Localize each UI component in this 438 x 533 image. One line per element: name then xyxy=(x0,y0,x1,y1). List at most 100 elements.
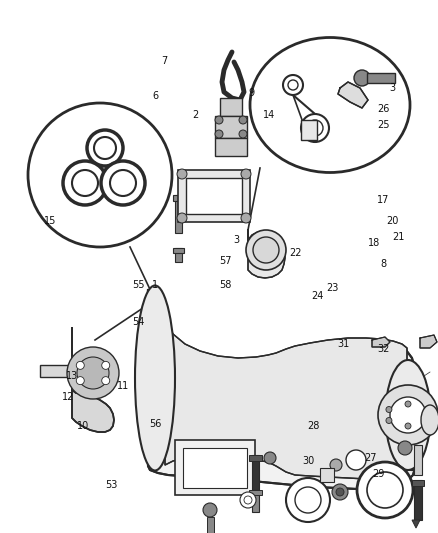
Text: 13: 13 xyxy=(66,371,78,381)
Text: 18: 18 xyxy=(368,238,381,247)
Circle shape xyxy=(390,397,426,433)
Circle shape xyxy=(336,488,344,496)
Bar xyxy=(249,490,262,495)
Polygon shape xyxy=(148,290,415,489)
Text: 24: 24 xyxy=(311,291,324,301)
Text: 28: 28 xyxy=(307,422,319,431)
Bar xyxy=(175,195,182,233)
Bar xyxy=(215,116,247,138)
Bar xyxy=(220,98,242,116)
Circle shape xyxy=(354,70,370,86)
Text: 7: 7 xyxy=(161,56,167,66)
Text: 1: 1 xyxy=(152,280,159,290)
Circle shape xyxy=(283,75,303,95)
Bar xyxy=(173,195,184,201)
Circle shape xyxy=(215,130,223,138)
Circle shape xyxy=(102,377,110,385)
Polygon shape xyxy=(248,230,285,278)
Circle shape xyxy=(28,103,172,247)
Circle shape xyxy=(63,161,107,205)
Circle shape xyxy=(67,347,119,399)
Circle shape xyxy=(424,407,430,413)
Text: 22: 22 xyxy=(290,248,302,258)
Circle shape xyxy=(241,213,251,223)
Bar xyxy=(173,248,184,253)
Text: 54: 54 xyxy=(132,318,144,327)
Circle shape xyxy=(405,401,411,407)
Circle shape xyxy=(398,441,412,455)
Circle shape xyxy=(241,169,251,179)
Bar xyxy=(414,480,422,520)
Circle shape xyxy=(346,450,366,470)
Text: 57: 57 xyxy=(219,256,232,266)
Text: 3: 3 xyxy=(389,83,395,93)
Text: 55: 55 xyxy=(132,280,144,290)
Bar xyxy=(175,248,182,262)
Circle shape xyxy=(405,423,411,429)
Text: 27: 27 xyxy=(364,454,376,463)
Bar xyxy=(183,448,247,488)
Text: 23: 23 xyxy=(327,283,339,293)
Circle shape xyxy=(239,130,247,138)
Text: 21: 21 xyxy=(392,232,405,242)
Text: 32: 32 xyxy=(377,344,389,354)
Circle shape xyxy=(246,230,286,270)
Ellipse shape xyxy=(421,405,438,435)
Polygon shape xyxy=(338,82,368,108)
Text: 17: 17 xyxy=(377,195,389,205)
Polygon shape xyxy=(420,335,437,348)
Text: 9: 9 xyxy=(249,88,255,98)
Polygon shape xyxy=(165,305,407,479)
Bar xyxy=(301,120,317,140)
Circle shape xyxy=(264,452,276,464)
Text: 2: 2 xyxy=(192,110,198,119)
Bar xyxy=(215,138,247,156)
Circle shape xyxy=(378,385,438,445)
Circle shape xyxy=(76,377,84,385)
Text: 15: 15 xyxy=(44,216,57,226)
Circle shape xyxy=(77,357,109,389)
Bar xyxy=(40,365,95,377)
Circle shape xyxy=(76,361,84,369)
Text: 14: 14 xyxy=(263,110,276,119)
Bar xyxy=(249,455,262,461)
Circle shape xyxy=(301,114,329,142)
Circle shape xyxy=(240,492,256,508)
Bar xyxy=(367,73,395,83)
Circle shape xyxy=(367,472,403,508)
Circle shape xyxy=(295,487,321,513)
Bar xyxy=(186,178,242,214)
Circle shape xyxy=(87,130,123,166)
Circle shape xyxy=(102,361,110,369)
Text: 29: 29 xyxy=(373,470,385,479)
Ellipse shape xyxy=(385,360,431,470)
Ellipse shape xyxy=(250,37,410,173)
Text: 20: 20 xyxy=(386,216,398,226)
Bar xyxy=(414,445,422,475)
Text: 8: 8 xyxy=(380,259,386,269)
Text: 26: 26 xyxy=(377,104,389,114)
Bar xyxy=(175,440,255,495)
Circle shape xyxy=(177,213,187,223)
Circle shape xyxy=(424,417,430,424)
Circle shape xyxy=(215,116,223,124)
Bar xyxy=(252,490,259,512)
Text: 6: 6 xyxy=(152,91,159,101)
Circle shape xyxy=(288,80,298,90)
Text: 58: 58 xyxy=(219,280,232,290)
Bar xyxy=(320,468,334,482)
Circle shape xyxy=(203,503,217,517)
Circle shape xyxy=(386,407,392,413)
Circle shape xyxy=(101,161,145,205)
Circle shape xyxy=(239,116,247,124)
Bar xyxy=(252,455,259,490)
Text: 11: 11 xyxy=(117,382,129,391)
Bar xyxy=(178,170,250,222)
Polygon shape xyxy=(72,328,114,432)
Polygon shape xyxy=(372,337,390,347)
Text: 12: 12 xyxy=(62,392,74,402)
Text: 10: 10 xyxy=(77,422,89,431)
Circle shape xyxy=(253,237,279,263)
Text: 53: 53 xyxy=(106,480,118,490)
Text: 30: 30 xyxy=(303,456,315,466)
